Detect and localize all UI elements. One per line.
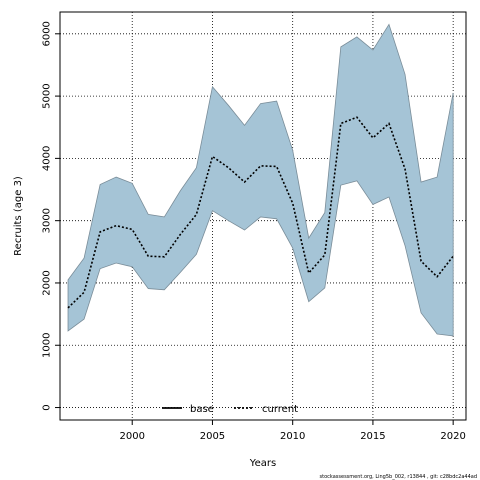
plot-frame [59, 11, 467, 421]
footer-text: stockassessment.org, Ling5b_002, r13844 … [320, 474, 477, 480]
y-tick-label-1000: 1000 [42, 333, 53, 358]
x-tick-label-2005: 2005 [200, 431, 225, 442]
confidence-band [67, 23, 454, 337]
x-tick-label-2015: 2015 [360, 431, 385, 442]
y-tick-label-6000: 6000 [42, 21, 53, 46]
y-tick-label-3000: 3000 [42, 208, 53, 233]
x-tick-label-2020: 2020 [440, 431, 465, 442]
series-line-current [67, 116, 454, 309]
y-tick-label-0: 0 [42, 404, 53, 410]
x-tick-label-2010: 2010 [280, 431, 305, 442]
y-tick-label-2000: 2000 [42, 270, 53, 295]
legend-label-current: current [262, 404, 298, 415]
legend: base current [162, 404, 298, 415]
y-tick-label-4000: 4000 [42, 146, 53, 171]
y-axis-label: Recruits (age 3) [13, 176, 24, 256]
legend-label-base: base [190, 404, 214, 415]
y-axis: 0 1000 2000 3000 4000 5000 6000 [42, 21, 60, 411]
x-axis-label: Years [249, 458, 276, 469]
x-axis: 2000 2005 2010 2015 2020 [119, 420, 466, 442]
y-tick-label-5000: 5000 [42, 83, 53, 108]
x-tick-label-2000: 2000 [119, 431, 144, 442]
